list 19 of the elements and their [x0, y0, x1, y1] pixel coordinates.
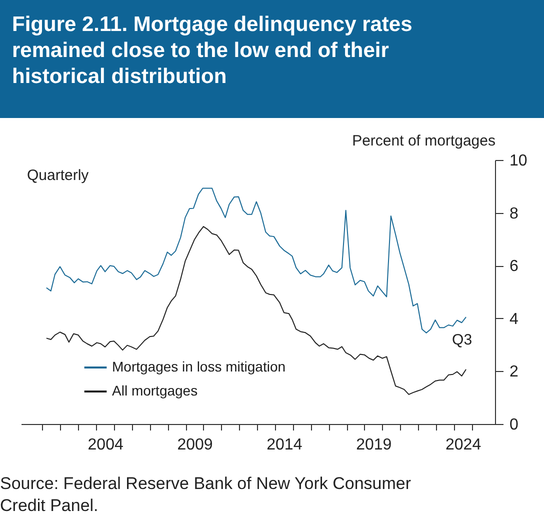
x-tick-label: 2019 [356, 436, 392, 454]
chart-title: Figure 2.11. Mortgage delinquency rates remained close to the low end of their historical distribution [12, 13, 412, 88]
annotation: Quarterly [27, 167, 90, 184]
y-tick-label: 6 [510, 258, 518, 276]
y-tick-label: 10 [510, 152, 528, 170]
line-series [46, 188, 467, 334]
y-tick-label: 4 [510, 310, 518, 328]
y-tick-label: 0 [510, 416, 518, 434]
y-tick-label: 8 [510, 205, 518, 222]
x-tick-label: 2009 [177, 436, 213, 454]
x-tick-label: 2004 [88, 436, 124, 454]
x-tick-label: 2014 [266, 436, 302, 454]
legend-label: All mortgages [112, 382, 198, 398]
legend-label: Mortgages in loss mitigation [112, 358, 286, 374]
annotation: Q3 [452, 331, 472, 348]
source-note: Source: Federal Reserve Bank of New York Consumer Credit Panel. [0, 474, 412, 515]
y-tick-label: 2 [510, 364, 518, 381]
y-axis-title: Percent of mortgages [352, 132, 496, 150]
x-tick-label: 2024 [446, 436, 482, 454]
